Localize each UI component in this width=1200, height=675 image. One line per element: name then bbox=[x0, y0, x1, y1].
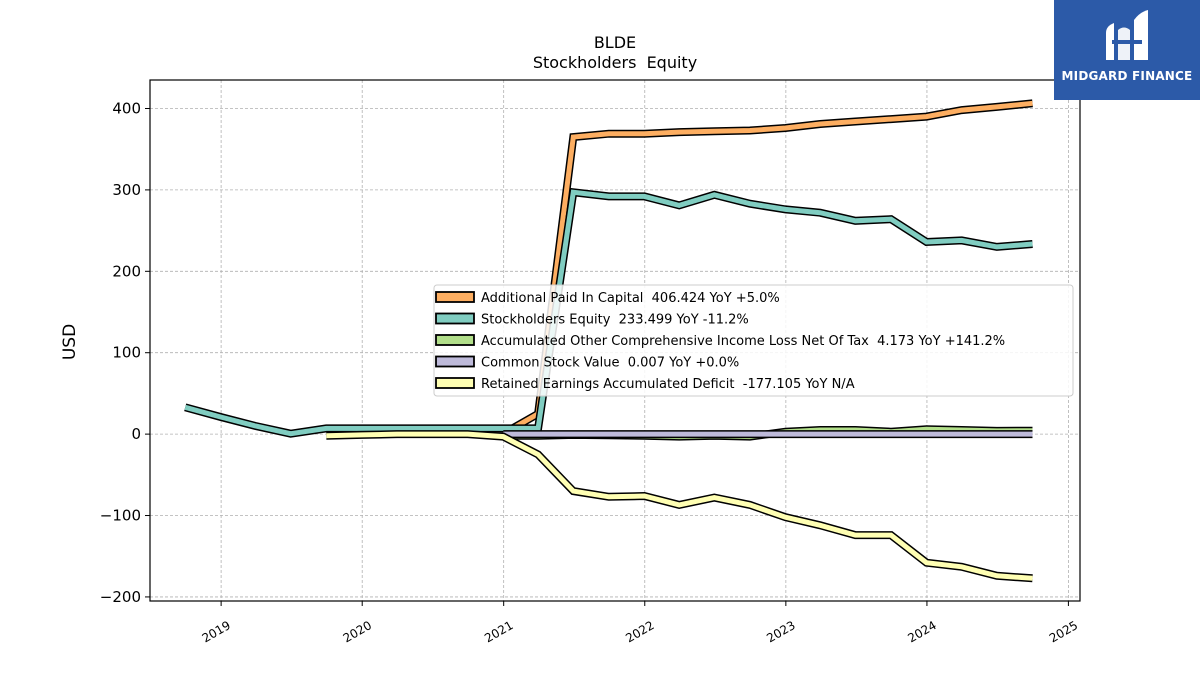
legend-item: Stockholders Equity 233.499 YoY -11.2% bbox=[435, 312, 749, 328]
y-tick-label: 400 bbox=[112, 99, 141, 117]
series-line-fill bbox=[326, 431, 1033, 581]
legend-swatch bbox=[435, 312, 475, 325]
x-tick-label: 2023 bbox=[764, 618, 797, 645]
x-tick-label: 2025 bbox=[1047, 618, 1080, 645]
legend-label: Common Stock Value 0.007 YoY +0.0% bbox=[481, 356, 739, 371]
y-tick-label: 100 bbox=[112, 344, 141, 362]
series-line-fill bbox=[502, 100, 1033, 436]
legend-item: Retained Earnings Accumulated Deficit -1… bbox=[435, 377, 855, 392]
x-tick-label: 2022 bbox=[623, 618, 656, 645]
legend-label: Additional Paid In Capital 406.424 YoY +… bbox=[481, 291, 780, 306]
y-axis-label: USD bbox=[60, 324, 80, 360]
series-layer bbox=[184, 99, 1033, 583]
legend-label: Retained Earnings Accumulated Deficit -1… bbox=[481, 377, 855, 392]
series-line bbox=[184, 187, 1033, 438]
y-tick-label: −200 bbox=[100, 588, 141, 606]
x-tick-label: 2019 bbox=[200, 618, 233, 645]
series-line bbox=[501, 99, 1033, 438]
y-tick-label: 200 bbox=[112, 262, 141, 280]
y-axis: −200 −100 0 100 200 300 400 bbox=[100, 99, 150, 606]
legend-label: Stockholders Equity 233.499 YoY -11.2% bbox=[481, 313, 749, 328]
series-line bbox=[326, 430, 1033, 583]
midgard-monogram-icon bbox=[1106, 10, 1148, 60]
y-tick-label: 300 bbox=[112, 181, 141, 199]
legend-box bbox=[433, 284, 1074, 397]
legend-item: Accumulated Other Comprehensive Income L… bbox=[435, 334, 1005, 349]
logo-text: MIDGARD FINANCE bbox=[1061, 69, 1193, 83]
plot-frame bbox=[149, 79, 1081, 602]
x-tick-label: 2021 bbox=[482, 618, 515, 645]
legend-label: Accumulated Other Comprehensive Income L… bbox=[481, 334, 1005, 349]
x-tick-label: 2024 bbox=[905, 618, 938, 645]
legend-swatch bbox=[435, 334, 475, 346]
legend: Additional Paid In Capital 406.424 YoY +… bbox=[433, 284, 1074, 397]
series-line-fill bbox=[184, 189, 1033, 437]
legend-item: Additional Paid In Capital 406.424 YoY +… bbox=[435, 291, 780, 306]
logo-badge: MIDGARD FINANCE bbox=[1054, 0, 1200, 100]
legend-swatch bbox=[435, 377, 475, 389]
y-tick-label: 0 bbox=[131, 425, 141, 443]
chart-title: BLDE bbox=[594, 33, 636, 52]
legend-swatch bbox=[435, 291, 475, 303]
x-axis: 2019 2020 2021 2022 2023 2024 2025 bbox=[200, 601, 1080, 645]
legend-item: Common Stock Value 0.007 YoY +0.0% bbox=[435, 355, 739, 371]
legend-swatch bbox=[435, 355, 475, 368]
x-tick-label: 2020 bbox=[341, 618, 374, 645]
chart-subtitle: Stockholders Equity bbox=[533, 53, 697, 72]
y-tick-label: −100 bbox=[100, 507, 141, 525]
